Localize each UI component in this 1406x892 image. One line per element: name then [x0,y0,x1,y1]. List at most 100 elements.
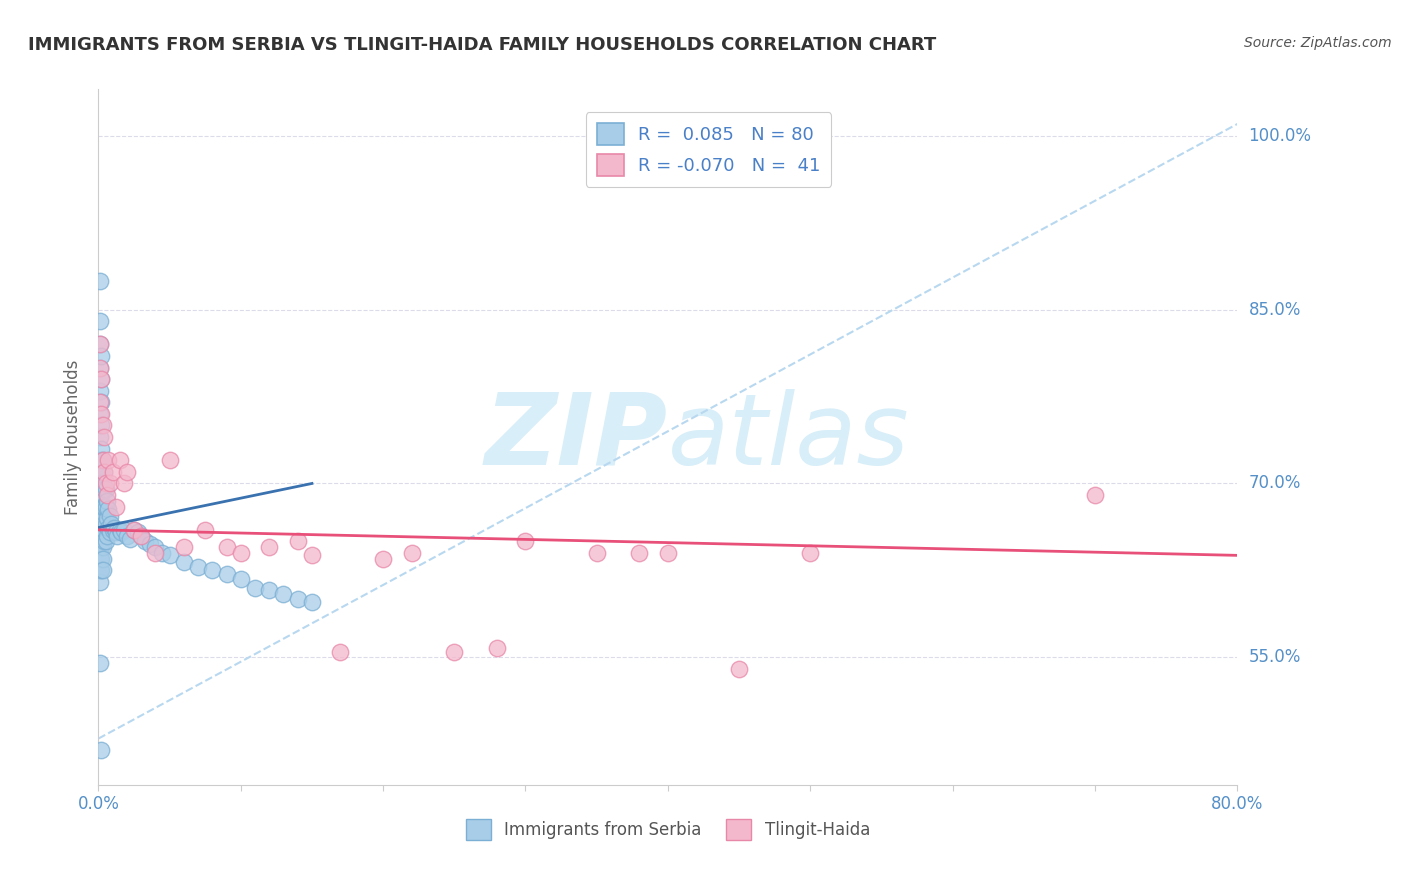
Point [89,574,111,589]
Point [215,540,238,554]
Point [96,528,118,542]
Point [89,337,111,351]
Point [93,465,115,479]
Point [93,483,115,497]
Point [401,546,423,560]
Point [112,476,135,491]
Point [287,534,309,549]
Point [91,551,114,566]
Point [89,360,111,375]
Point [89,523,111,537]
Point [90,564,112,578]
Point [91,453,114,467]
Point [91,476,114,491]
Point [799,546,821,560]
Point [129,528,152,542]
Point [301,595,323,609]
Point [108,523,131,537]
Point [585,546,607,560]
Point [89,500,111,514]
Point [91,523,114,537]
Point [96,511,118,525]
Text: 55.0%: 55.0% [1249,648,1301,666]
Point [657,546,679,560]
Text: 100.0%: 100.0% [1249,127,1312,145]
Point [96,488,118,502]
Point [105,528,128,542]
Point [90,465,112,479]
Point [89,564,111,578]
Point [90,372,112,386]
Point [728,662,751,676]
Point [373,551,395,566]
Point [115,465,138,479]
Legend: Immigrants from Serbia, Tlingit-Haida: Immigrants from Serbia, Tlingit-Haida [458,813,877,847]
Point [89,657,111,671]
Point [101,465,124,479]
Point [91,418,114,433]
Point [100,516,122,531]
Point [89,273,111,287]
Point [1084,488,1107,502]
Point [138,537,160,551]
Point [90,395,112,409]
Point [134,534,156,549]
Point [97,502,120,516]
Text: ZIP: ZIP [485,389,668,485]
Point [94,483,117,497]
Point [89,540,111,554]
Point [628,546,651,560]
Y-axis label: Family Households: Family Households [65,359,83,515]
Point [486,641,509,656]
Point [145,546,167,560]
Point [273,587,295,601]
Point [173,555,195,569]
Point [127,525,149,540]
Point [93,534,115,549]
Point [122,523,145,537]
Point [187,560,209,574]
Point [301,549,323,563]
Point [90,488,112,502]
Point [93,500,115,514]
Point [104,500,127,514]
Point [259,583,281,598]
Point [89,430,111,444]
Point [89,314,111,328]
Point [90,743,112,757]
Point [112,523,135,537]
Point [98,525,121,540]
Point [91,453,114,467]
Point [89,407,111,421]
Point [98,476,121,491]
Point [194,523,217,537]
Point [243,581,266,595]
Point [108,453,131,467]
Point [98,508,121,523]
Point [89,360,111,375]
Point [90,540,112,554]
Point [159,549,181,563]
Point [90,418,112,433]
Point [173,540,195,554]
Point [129,528,152,542]
Point [93,430,115,444]
Point [97,520,120,534]
Point [115,528,138,542]
Point [515,534,537,549]
Point [89,384,111,398]
Point [89,453,111,467]
Point [96,493,118,508]
Point [91,500,114,514]
Point [259,540,281,554]
Point [229,546,252,560]
Point [159,453,181,467]
Text: IMMIGRANTS FROM SERBIA VS TLINGIT-HAIDA FAMILY HOUSEHOLDS CORRELATION CHART: IMMIGRANTS FROM SERBIA VS TLINGIT-HAIDA … [28,36,936,54]
Point [90,551,112,566]
Point [94,500,117,514]
Point [201,564,224,578]
Point [90,528,112,542]
Point [118,532,141,546]
Point [103,520,125,534]
Point [101,523,124,537]
